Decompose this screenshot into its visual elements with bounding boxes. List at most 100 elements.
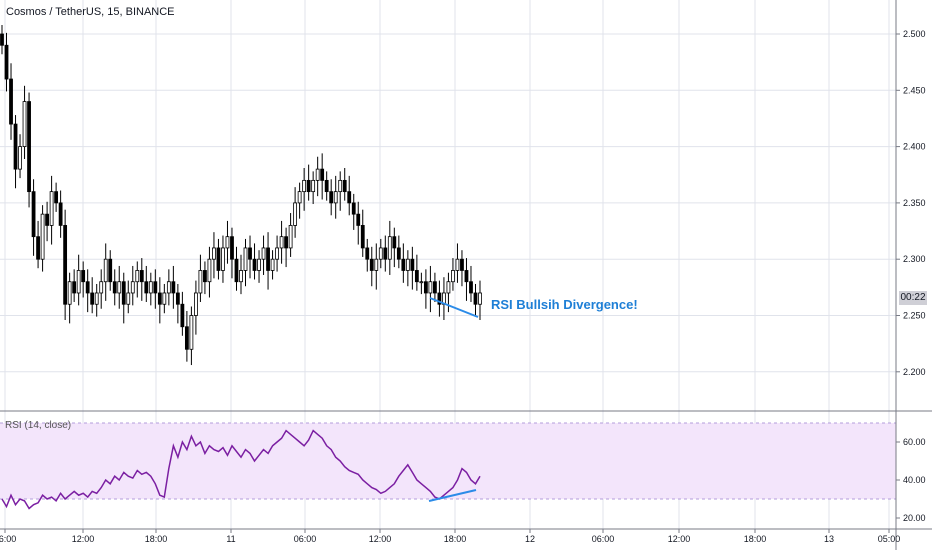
candle-body [451,270,455,283]
candle-body [383,247,388,260]
time-tick-label: 12:00 [72,534,95,544]
candle-body [360,225,365,249]
candle-body [184,326,189,350]
candle-body [162,292,167,305]
candle-body [49,191,54,226]
divergence-lines [428,297,479,502]
candle-body [333,191,338,204]
candle-body [284,236,288,249]
price-axis[interactable]: 2.500 2.450 2.400 2.350 2.300 2.250 2.200 [896,29,926,377]
time-tick-label: 06:00 [592,534,615,544]
candle-body [266,247,270,271]
time-axis[interactable]: 06:00 12:00 18:00 11 06:00 12:00 18:00 12 06:00 1… [0,529,900,544]
candle-body [153,281,158,294]
candle-body [157,292,162,305]
candle-body [374,258,379,271]
candle-body [27,101,31,193]
candle-body [239,270,243,283]
candle-body [414,270,419,283]
rsi-indicator-label[interactable]: RSI (14, close) [5,420,72,431]
candle-body [252,258,257,271]
candle-body [455,258,460,271]
candle-body [270,258,275,271]
candle-body [351,202,356,215]
candle-body [315,168,320,181]
candle-body [13,123,18,170]
candle-body [76,270,81,294]
time-tick-label: 18:00 [744,534,767,544]
candle-body [378,247,383,260]
price-tick-label: 2.200 [903,367,926,377]
candle-body [135,270,140,283]
candle-body [306,179,311,193]
candle-body [203,270,207,283]
candle-body [216,247,221,271]
candle-body [85,281,90,294]
candle-body [469,281,473,294]
candle-body [207,258,212,283]
candle-body [54,191,59,204]
candle-body [279,236,284,249]
candle-body [369,258,374,271]
candle-body [139,270,144,283]
candle-body [446,281,451,294]
price-tick-label: 2.250 [903,311,926,321]
candle-body [45,213,49,226]
time-tick-label: 05:00 [878,534,901,544]
candle-body [121,281,126,305]
candle-body [189,315,194,350]
rsi-axis[interactable]: 60.00 40.00 20.00 [896,437,926,523]
candle-body [423,281,428,294]
candle-body [103,258,108,283]
candle-body [342,179,347,193]
candle-body [387,236,392,260]
time-tick-label: 11 [226,534,235,544]
candle-body [243,247,248,271]
candle-body [4,44,9,80]
divergence-annotation[interactable]: RSI Bullsih Divergence! [491,297,638,312]
candle-body [347,191,352,204]
time-tick-label: 06:00 [294,534,317,544]
candle-body [311,179,316,193]
candle-body [194,292,198,316]
candle-body [329,191,334,204]
candle-body [72,281,77,294]
candle-body [108,258,113,283]
candle-body [365,247,370,260]
rsi-series [1,429,481,510]
candle-body [40,213,45,260]
candle-body [144,281,149,294]
candle-body [437,292,442,305]
candle-body [293,202,298,226]
time-tick-label: 18:00 [145,534,168,544]
candle-body [392,236,397,249]
time-tick-label: 13 [824,534,834,544]
candle-body [257,258,261,271]
candle-body [63,225,68,305]
candle-body [9,78,13,125]
candle-body [396,247,401,260]
candle-body [428,281,433,294]
price-tick-label: 2.400 [903,142,926,152]
candle-body [320,168,325,181]
candle-body [324,179,329,193]
time-tick-label: 12:00 [668,534,691,544]
price-tick-label: 2.500 [903,29,926,39]
candle-body [478,292,482,305]
candle-body [81,270,86,283]
candle-body [126,292,131,305]
candle-body [31,191,36,238]
candle-body [90,292,95,305]
candle-body [36,236,40,260]
rsi-tick-label: 20.00 [903,513,926,523]
candle-body [0,33,4,46]
time-tick-label: 12 [525,534,535,544]
rsi-divergence-line [428,489,477,502]
candle-body [234,258,239,283]
candle-body [171,281,176,294]
candle-body [67,281,72,305]
rsi-tick-label: 60.00 [903,437,926,447]
candle-body [433,281,437,294]
rsi-band-area [0,423,896,499]
